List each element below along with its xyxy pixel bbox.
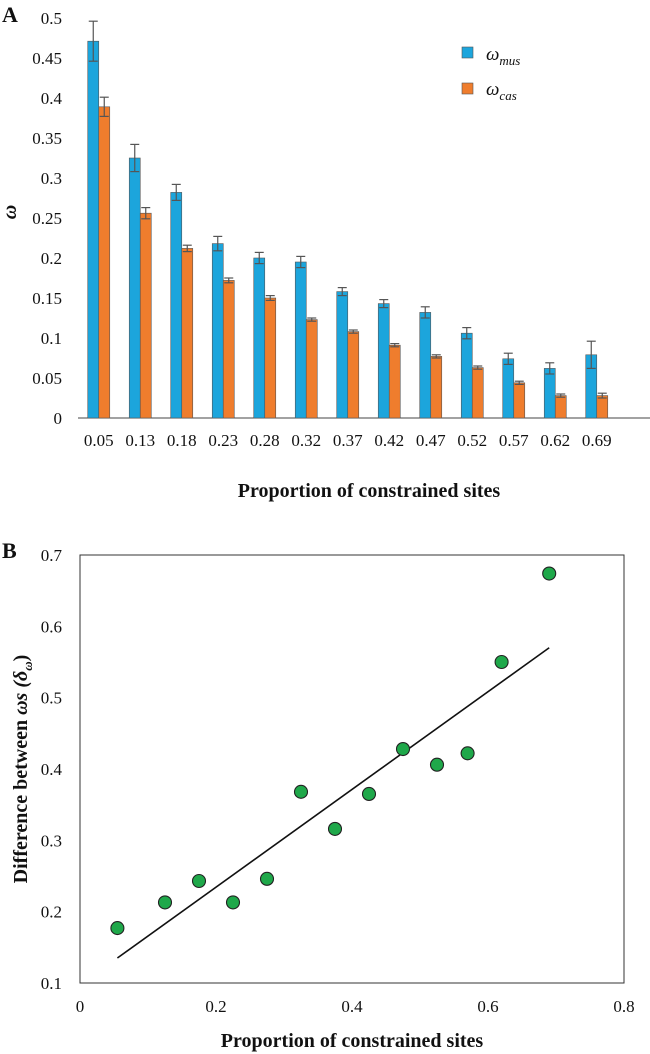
data-point	[259, 871, 275, 886]
bar-mus-0.62	[543, 368, 556, 419]
data-point	[361, 786, 377, 802]
data-point	[542, 566, 557, 581]
data-point	[191, 873, 207, 889]
panel-label-b: B	[2, 538, 17, 563]
x-axis-ticks-b: 0 0.2 0.4 0.6 0.8	[76, 997, 635, 1016]
bar-cas-0.23	[222, 280, 235, 419]
x-tick-label: 0.28	[250, 431, 280, 450]
bar-cas-0.62	[554, 395, 567, 419]
y-tick-label: 0.1	[41, 329, 62, 348]
y-axis-ticks-a: 0 0.05 0.1 0.15 0.2 0.25 0.3 0.35 0.4 0.45 0.5	[32, 9, 62, 428]
data-point	[327, 821, 343, 836]
bar-cas-0.18	[181, 248, 194, 419]
bar-mus-0.23	[211, 243, 224, 419]
legend-swatch-mus	[461, 46, 474, 59]
x-tick-label: 0.6	[477, 997, 498, 1016]
bar-mus-0.52	[460, 332, 473, 419]
y-tick-label: 0.15	[32, 289, 62, 308]
chart-b: B 0.1 0.2 0.3 0.4 0.5 0.6 0.7 0 0.2 0.4 0.6 0.8 Di…	[2, 538, 635, 1052]
x-tick-label: 0.13	[125, 431, 155, 450]
x-tick-label: 0.32	[291, 431, 321, 450]
x-tick-label: 0.05	[84, 431, 114, 450]
data-point	[429, 757, 445, 772]
bar-mus-0.18	[170, 192, 183, 419]
x-tick-label: 0.42	[374, 431, 404, 450]
x-tick-label: 0.47	[416, 431, 446, 450]
bar-cas-0.05	[98, 106, 111, 419]
x-tick-label: 0.2	[205, 997, 226, 1016]
x-tick-label: 0.37	[333, 431, 363, 450]
bar-cas-0.57	[513, 382, 526, 419]
legend-label-cas: ωcas	[486, 79, 517, 103]
data-point	[494, 654, 509, 670]
x-axis-label-a: Proportion of constrained sites	[238, 480, 501, 502]
legend-swatch-cas	[461, 82, 474, 95]
bar-mus-0.37	[336, 291, 349, 419]
y-tick-label: 0.35	[32, 129, 62, 148]
y-axis-label-a: ω	[0, 205, 21, 219]
x-tick-label: 0.8	[613, 997, 634, 1016]
panel-label-a: A	[2, 2, 18, 27]
bar-cas-0.69	[596, 395, 609, 419]
bar-cas-0.13	[139, 212, 152, 419]
bar-mus-0.42	[377, 303, 390, 419]
x-tick-label: 0	[76, 997, 85, 1016]
data-point	[293, 784, 309, 799]
x-tick-label: 0.57	[499, 431, 529, 450]
scatter-points	[110, 566, 557, 936]
x-tick-label: 0.18	[167, 431, 197, 450]
y-tick-label: 0.3	[41, 169, 62, 188]
bar-cas-0.47	[430, 356, 443, 419]
bars-a	[87, 20, 609, 419]
x-tick-label: 0.23	[208, 431, 238, 450]
y-tick-label: 0.6	[41, 617, 62, 636]
y-tick-label: 0.2	[41, 249, 62, 268]
x-axis-label-b: Proportion of constrained sites	[221, 1030, 484, 1052]
y-tick-label: 0.5	[41, 689, 62, 708]
x-axis-ticks-a: 0.05 0.13 0.18 0.23 0.28 0.32 0.37 0.42 0.47 0.52…	[84, 431, 612, 450]
data-point	[225, 895, 241, 910]
x-tick-label: 0.62	[540, 431, 570, 450]
data-point	[395, 741, 411, 757]
bar-cas-0.32	[305, 319, 318, 419]
legend-label-mus: ωmus	[486, 44, 520, 68]
bar-cas-0.42	[388, 344, 401, 419]
trendline	[116, 647, 550, 959]
bar-mus-0.47	[419, 312, 432, 419]
plot-frame-b	[79, 554, 625, 984]
data-point	[460, 746, 475, 761]
x-tick-label: 0.69	[582, 431, 612, 450]
y-tick-label: 0.3	[41, 831, 62, 850]
legend-a: ωmus ωcas	[461, 44, 520, 103]
y-tick-label: 0.25	[32, 209, 62, 228]
bar-mus-0.28	[253, 257, 266, 419]
bar-cas-0.28	[264, 297, 277, 419]
data-point	[157, 895, 173, 910]
y-tick-label: 0.45	[32, 49, 62, 68]
y-tick-label: 0.5	[41, 9, 62, 28]
bar-cas-0.52	[471, 367, 484, 419]
y-tick-label: 0.05	[32, 369, 62, 388]
bar-mus-0.57	[502, 358, 515, 419]
y-tick-label: 0.1	[41, 974, 62, 993]
y-axis-ticks-b: 0.1 0.2 0.3 0.4 0.5 0.6 0.7	[41, 546, 63, 993]
y-tick-label: 0.2	[41, 903, 62, 922]
x-tick-label: 0.52	[457, 431, 487, 450]
bar-mus-0.05	[87, 40, 100, 419]
bar-cas-0.37	[347, 331, 360, 419]
bar-mus-0.32	[294, 261, 307, 419]
y-axis-label-b: Difference between ωs (δω)	[10, 655, 35, 884]
y-tick-label: 0.7	[41, 546, 63, 565]
bar-mus-0.13	[128, 157, 141, 419]
y-tick-label: 0	[54, 409, 63, 428]
y-tick-label: 0.4	[41, 89, 63, 108]
data-point	[110, 921, 125, 936]
x-tick-label: 0.4	[341, 997, 363, 1016]
chart-a: A 0 0.05 0.1 0.15 0.2 0.25 0.3 0.35 0.4 0.45 0.5 ω…	[0, 2, 650, 502]
y-tick-label: 0.4	[41, 760, 63, 779]
